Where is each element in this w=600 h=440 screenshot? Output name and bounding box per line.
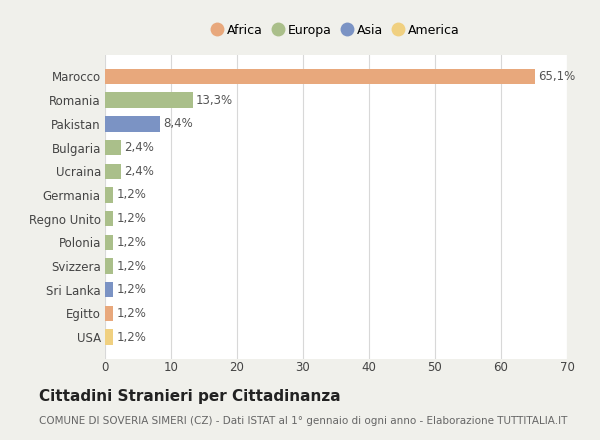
Text: 8,4%: 8,4%: [164, 117, 193, 130]
Text: 1,2%: 1,2%: [116, 260, 146, 272]
Text: 1,2%: 1,2%: [116, 212, 146, 225]
Text: 1,2%: 1,2%: [116, 283, 146, 296]
Bar: [105, 282, 113, 297]
Bar: [105, 330, 113, 345]
Bar: [105, 92, 193, 108]
Legend: Africa, Europa, Asia, America: Africa, Europa, Asia, America: [207, 19, 465, 42]
Text: 1,2%: 1,2%: [116, 330, 146, 344]
Text: 1,2%: 1,2%: [116, 307, 146, 320]
Text: 2,4%: 2,4%: [124, 141, 154, 154]
Bar: [105, 164, 121, 179]
Text: 1,2%: 1,2%: [116, 236, 146, 249]
Text: 13,3%: 13,3%: [196, 94, 233, 106]
Bar: [105, 116, 160, 132]
Text: 1,2%: 1,2%: [116, 188, 146, 202]
Bar: [105, 187, 113, 203]
Text: 65,1%: 65,1%: [538, 70, 575, 83]
Text: COMUNE DI SOVERIA SIMERI (CZ) - Dati ISTAT al 1° gennaio di ogni anno - Elaboraz: COMUNE DI SOVERIA SIMERI (CZ) - Dati IST…: [39, 416, 568, 426]
Bar: [105, 140, 121, 155]
Bar: [105, 211, 113, 226]
Bar: [105, 306, 113, 321]
Bar: [105, 235, 113, 250]
Text: 2,4%: 2,4%: [124, 165, 154, 178]
Text: Cittadini Stranieri per Cittadinanza: Cittadini Stranieri per Cittadinanza: [39, 389, 341, 404]
Bar: [105, 258, 113, 274]
Bar: [105, 69, 535, 84]
